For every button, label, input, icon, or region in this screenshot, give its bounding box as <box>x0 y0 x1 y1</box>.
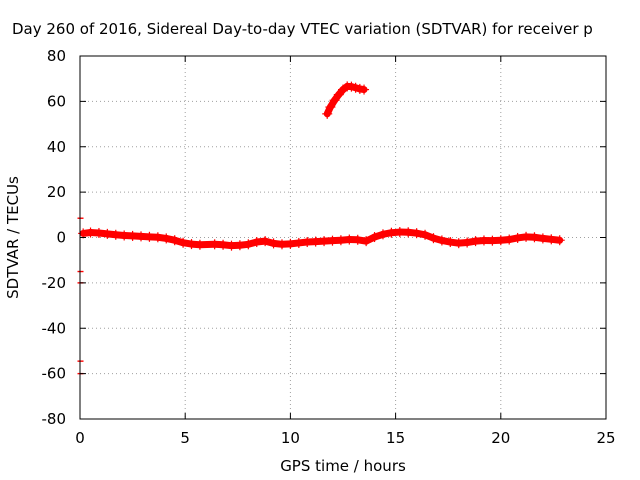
y-tick-label: -40 <box>42 319 67 337</box>
y-tick-label: 60 <box>47 92 66 110</box>
x-tick-label: 20 <box>491 429 510 447</box>
grid-lines <box>80 56 606 419</box>
x-tick-label: 10 <box>281 429 300 447</box>
x-tick-label: 0 <box>75 429 85 447</box>
chart-title: Day 260 of 2016, Sidereal Day-to-day VTE… <box>12 20 593 38</box>
y-tick-label: 0 <box>56 229 66 247</box>
x-tick-label: 5 <box>180 429 190 447</box>
x-axis-label: GPS time / hours <box>280 457 406 475</box>
y-axis-label: SDTVAR / TECUs <box>4 176 22 299</box>
axes: 0 5 10 15 20 25 -80 -60 -40 -20 0 20 40 60 80 <box>42 47 616 447</box>
y-tick-label: -60 <box>42 365 67 383</box>
x-tick-label: 25 <box>596 429 615 447</box>
y-tick-label: 40 <box>47 138 66 156</box>
x-tick-label: 15 <box>386 429 405 447</box>
y-tick-label: 20 <box>47 183 66 201</box>
data-points <box>77 81 565 375</box>
y-tick-label: 80 <box>47 47 66 65</box>
y-tick-label: -20 <box>42 274 67 292</box>
y-tick-label: -80 <box>42 410 67 428</box>
